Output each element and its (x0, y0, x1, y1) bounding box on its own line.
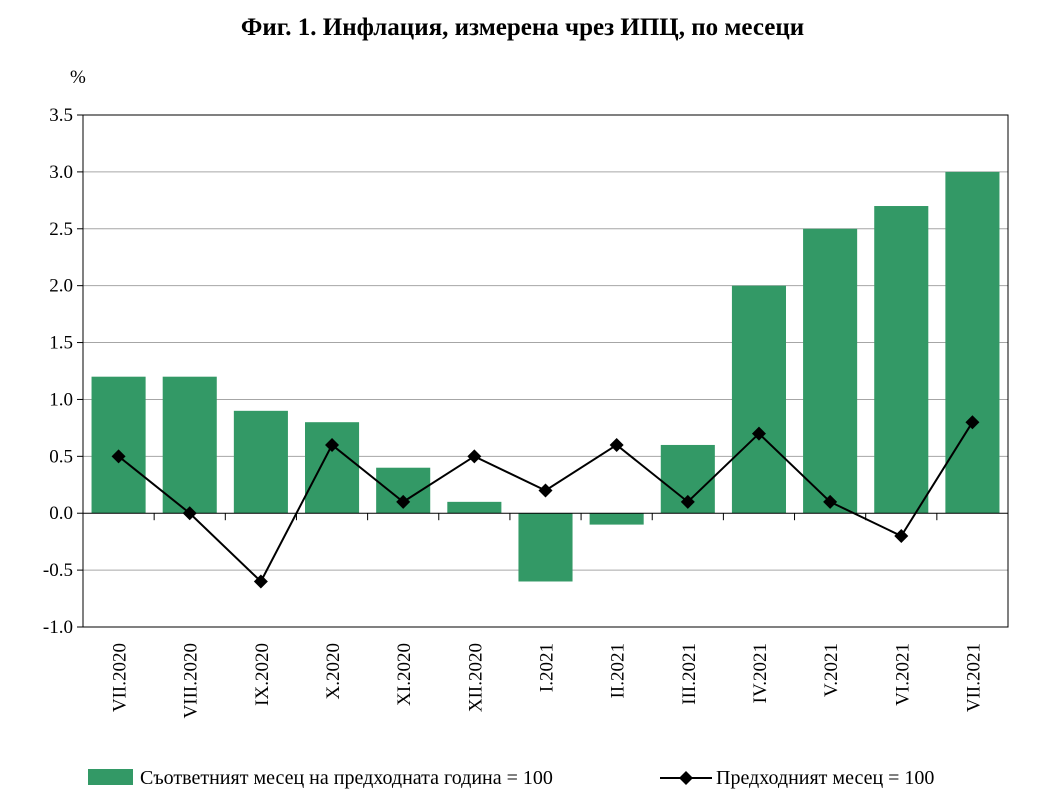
x-tick-label: XII.2020 (465, 643, 486, 712)
line-marker (325, 437, 340, 452)
plot-frame (82, 114, 1009, 628)
legend-swatch-bar (88, 769, 133, 785)
y-tick-label: 2.5 (49, 219, 73, 240)
line-marker (396, 494, 411, 509)
x-tick-label: X.2020 (323, 643, 344, 699)
line-marker (182, 506, 197, 521)
line-series (111, 415, 980, 589)
x-tick-label: I.2021 (537, 643, 558, 692)
bar (945, 171, 1000, 514)
y-axis-unit-label: % (70, 67, 86, 88)
x-tick-label: V.2021 (821, 643, 842, 697)
line-marker (823, 494, 838, 509)
legend: Съответният месец на предходната година … (88, 767, 934, 789)
bar (162, 376, 217, 514)
x-tick-label: IX.2020 (252, 643, 273, 706)
bar (803, 228, 858, 514)
y-tick-label: 3.5 (49, 105, 73, 126)
y-tick-label: 0.0 (49, 503, 73, 524)
line-marker (253, 574, 268, 589)
bar (233, 410, 288, 514)
bar (305, 422, 360, 514)
x-tick-label: VIII.2020 (181, 643, 202, 718)
y-tick-label: 3.0 (49, 162, 73, 183)
chart-title: Фиг. 1. Инфлация, измерена чрез ИПЦ, по … (240, 14, 805, 41)
x-tick-label: III.2021 (679, 643, 700, 705)
y-tick-label: 0.5 (49, 446, 73, 467)
x-tick-label: VII.2021 (963, 643, 984, 712)
line-marker (894, 528, 909, 543)
y-tick-label: -1.0 (43, 617, 73, 638)
line-marker (538, 483, 553, 498)
y-tick-label: 1.5 (49, 333, 73, 354)
line-marker (965, 415, 980, 430)
bar (91, 376, 146, 514)
bar (589, 513, 644, 525)
x-tick-label: IV.2021 (750, 643, 771, 703)
y-tick-labels: 3.5 3.0 2.5 2.0 1.5 1.0 0.5 0.0 -0.5 -1.0 (43, 105, 73, 638)
legend-label-bar: Съответният месец на предходната година … (140, 767, 553, 789)
line-marker (680, 494, 695, 509)
bar-series (91, 171, 1000, 582)
legend-label-line: Предходният месец = 100 (716, 767, 934, 789)
y-tick-label: -0.5 (43, 560, 73, 581)
y-tick-label: 2.0 (49, 276, 73, 297)
x-tick-label: VI.2021 (892, 643, 913, 706)
line-marker (609, 437, 624, 452)
y-tick-label: 1.0 (49, 389, 73, 410)
bar (447, 501, 502, 514)
x-tick-label: VII.2020 (110, 643, 131, 712)
bar (874, 206, 929, 514)
line-marker (467, 449, 482, 464)
bar (731, 285, 786, 514)
line-marker (111, 449, 126, 464)
bar (518, 513, 573, 582)
legend-swatch-marker (679, 771, 693, 785)
x-tick-label: II.2021 (608, 643, 629, 698)
x-tick-label: XI.2020 (394, 643, 415, 706)
line-marker (751, 426, 766, 441)
x-tick-labels: VII.2020 VIII.2020 IX.2020 X.2020 XI.2020 XII… (110, 643, 985, 718)
